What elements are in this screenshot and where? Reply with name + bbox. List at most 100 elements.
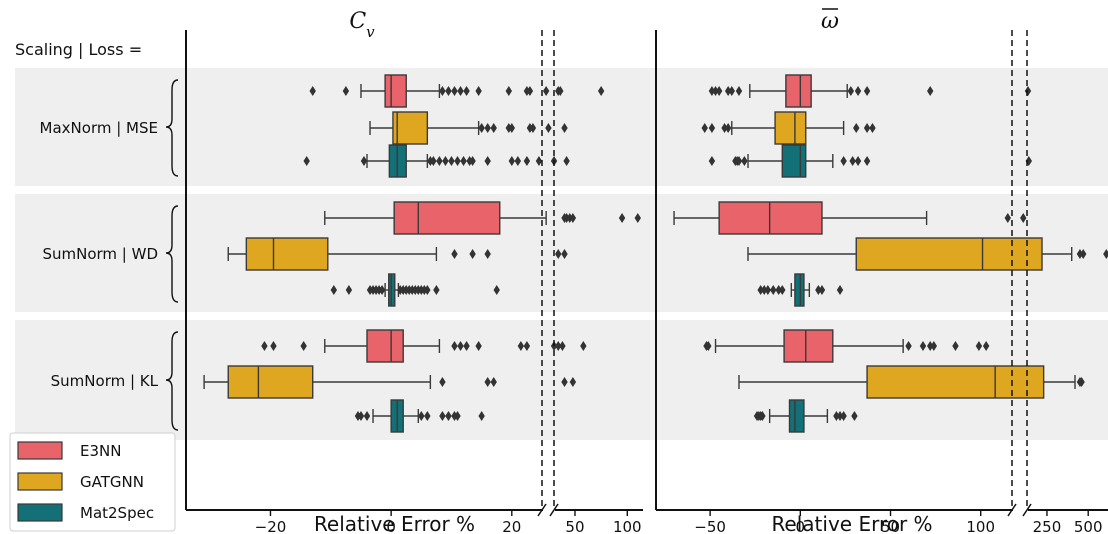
outlier-point <box>715 86 723 96</box>
outlier-point <box>735 156 743 166</box>
box-gatgnn <box>774 111 807 145</box>
x-axis-label: Relative Error % <box>771 512 932 534</box>
outlier-point <box>469 249 476 259</box>
outlier-point <box>545 123 552 133</box>
outlier-point <box>634 213 641 223</box>
outlier-point <box>757 285 764 295</box>
outlier-point <box>433 285 440 295</box>
outlier-point <box>1020 213 1027 223</box>
group-band <box>15 68 1108 186</box>
outlier-point <box>869 123 876 133</box>
outlier-point <box>523 341 531 351</box>
outlier-point <box>836 411 844 421</box>
outlier-point <box>930 341 938 351</box>
box-mat2spec <box>788 399 805 433</box>
outlier-point <box>833 411 840 421</box>
outlier-point <box>724 123 732 133</box>
outlier-point <box>378 285 386 295</box>
outlier-point <box>418 411 425 421</box>
outlier-point <box>439 377 446 387</box>
outlier-point <box>561 123 568 133</box>
outlier-point <box>563 156 570 166</box>
box-e3nn <box>366 329 404 363</box>
outlier-point <box>430 156 437 166</box>
outlier-point <box>463 341 470 351</box>
box-gatgnn <box>227 365 314 399</box>
outlier-point <box>759 411 766 421</box>
panel-title-subscript: v <box>366 23 375 41</box>
outlier-point <box>451 249 458 259</box>
outlier-point <box>597 86 605 96</box>
x-tick-label: 20 <box>502 518 521 534</box>
outlier-point <box>761 285 768 295</box>
outlier-point <box>529 123 537 133</box>
outlier-point <box>330 285 338 295</box>
group-brace <box>165 205 179 303</box>
outlier-point <box>927 341 934 351</box>
outlier-point <box>514 156 522 166</box>
box-e3nn <box>718 201 823 235</box>
outlier-point <box>460 156 467 166</box>
x-tick-label: 0 <box>386 518 396 534</box>
outlier-point <box>854 86 862 96</box>
outlier-point <box>708 156 716 166</box>
outlier-point <box>526 86 534 96</box>
outlier-point <box>779 285 786 295</box>
outlier-point <box>849 156 856 166</box>
outlier-point <box>1076 249 1084 259</box>
outlier-point <box>569 213 577 223</box>
outlier-point <box>484 249 491 259</box>
outlier-point <box>708 86 716 96</box>
x-tick-label: 500 <box>1074 518 1103 534</box>
outlier-point <box>919 341 927 351</box>
outlier-point <box>436 156 443 166</box>
outlier-point <box>484 377 491 387</box>
legend-label: GATGNN <box>80 473 144 491</box>
outlier-point <box>775 285 782 295</box>
axis-break-mark <box>1022 503 1032 517</box>
outlier-point <box>360 156 368 166</box>
outlier-point <box>851 411 858 421</box>
outlier-point <box>478 411 485 421</box>
outlier-point <box>982 341 990 351</box>
outlier-point <box>505 86 512 96</box>
box-mat2spec <box>781 144 807 178</box>
outlier-point <box>815 285 822 295</box>
axis-break-mark <box>549 503 559 517</box>
outlier-point <box>357 411 365 421</box>
outlier-point <box>442 156 449 166</box>
outlier-point <box>952 341 959 351</box>
outlier-point <box>905 341 912 351</box>
outlier-point <box>457 86 464 96</box>
outlier-point <box>728 86 735 96</box>
outlier-point <box>517 341 525 351</box>
outlier-point <box>559 341 566 351</box>
outlier-point <box>618 213 626 223</box>
outlier-point <box>580 341 587 351</box>
group-brace <box>165 79 179 177</box>
box-gatgnn <box>855 237 1043 271</box>
outlier-point <box>490 377 497 387</box>
axes <box>185 30 1108 517</box>
outlier-point <box>469 156 476 166</box>
outlier-point <box>561 377 568 387</box>
outlier-point <box>445 411 452 421</box>
outlier-point <box>557 86 564 96</box>
outlier-point <box>847 86 855 96</box>
group-label: SumNorm | KL <box>51 372 159 390</box>
row-header: Scaling | Loss = <box>15 40 142 59</box>
outlier-point <box>701 123 708 133</box>
outlier-point <box>475 86 482 96</box>
outlier-point <box>1078 377 1085 387</box>
x-axis-label: Relative Error % <box>314 512 475 534</box>
box-mat2spec <box>794 273 805 307</box>
outlier-point <box>853 123 860 133</box>
outlier-point <box>261 341 268 351</box>
outlier-point <box>1004 213 1011 223</box>
outlier-point <box>454 156 461 166</box>
outlier-point <box>300 341 307 351</box>
outlier-point <box>445 86 452 96</box>
outlier-point <box>342 86 350 96</box>
legend-label: E3NN <box>80 442 121 460</box>
